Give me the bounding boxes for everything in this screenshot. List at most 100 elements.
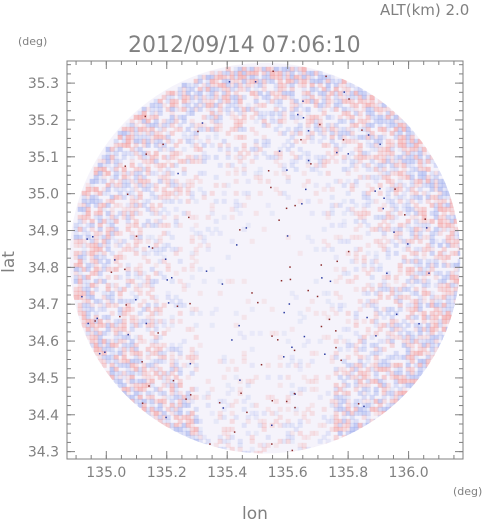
echo-dot bbox=[218, 401, 221, 404]
echo-cell-negative bbox=[153, 158, 159, 164]
echo-cell-negative bbox=[389, 218, 395, 224]
echo-cell-negative bbox=[233, 94, 239, 100]
echo-dot bbox=[114, 259, 116, 261]
echo-cell-positive bbox=[89, 322, 95, 328]
echo-cell-positive bbox=[325, 90, 331, 96]
echo-cell-positive bbox=[77, 242, 83, 248]
echo-cell-negative bbox=[101, 354, 107, 360]
echo-cell-positive bbox=[117, 338, 123, 344]
echo-cell-negative bbox=[281, 90, 287, 96]
echo-cell-positive bbox=[153, 134, 159, 140]
echo-cell-positive bbox=[133, 234, 139, 240]
echo-cell-positive bbox=[141, 374, 147, 380]
echo-cell-positive bbox=[125, 226, 131, 232]
echo-cell-negative bbox=[361, 406, 367, 412]
echo-cell-negative bbox=[405, 346, 411, 352]
echo-cell-negative bbox=[177, 370, 183, 376]
echo-dot bbox=[104, 351, 106, 353]
echo-cell-positive bbox=[413, 250, 419, 256]
echo-cell-negative bbox=[153, 302, 159, 308]
echo-cell-positive bbox=[241, 154, 247, 160]
echo-cell-positive bbox=[421, 298, 427, 304]
echo-cell-positive bbox=[97, 222, 103, 228]
echo-cell-positive bbox=[225, 130, 231, 136]
echo-cell-negative bbox=[425, 190, 431, 196]
echo-cell-positive bbox=[189, 262, 195, 268]
echo-dot bbox=[170, 276, 173, 279]
echo-cell-positive bbox=[153, 154, 159, 160]
echo-cell-positive bbox=[213, 442, 219, 448]
echo-cell-negative bbox=[237, 442, 243, 448]
echo-cell-positive bbox=[321, 422, 327, 428]
echo-cell-negative bbox=[129, 186, 135, 192]
echo-cell-negative bbox=[161, 322, 167, 328]
echo-cell-positive bbox=[169, 370, 175, 376]
echo-cell-negative bbox=[197, 106, 203, 112]
echo-cell-positive bbox=[409, 214, 415, 220]
echo-cell-negative bbox=[325, 298, 331, 304]
echo-cell-negative bbox=[137, 370, 143, 376]
echo-cell-positive bbox=[381, 322, 387, 328]
echo-dot bbox=[94, 320, 96, 322]
echo-cell-positive bbox=[337, 234, 343, 240]
echo-cell-negative bbox=[381, 282, 387, 288]
echo-cell-positive bbox=[417, 266, 423, 272]
echo-cell-negative bbox=[409, 158, 415, 164]
echo-cell-positive bbox=[129, 362, 135, 368]
echo-cell-negative bbox=[113, 226, 119, 232]
echo-cell-negative bbox=[341, 302, 347, 308]
echo-cell-negative bbox=[337, 126, 343, 132]
echo-cell-positive bbox=[149, 350, 155, 356]
echo-cell-positive bbox=[413, 258, 419, 264]
echo-cell-positive bbox=[373, 354, 379, 360]
echo-cell-negative bbox=[437, 270, 443, 276]
echo-cell-negative bbox=[337, 202, 343, 208]
echo-cell-positive bbox=[189, 118, 195, 124]
echo-cell-positive bbox=[361, 102, 367, 108]
echo-cell-positive bbox=[89, 318, 95, 324]
echo-cell-negative bbox=[341, 238, 347, 244]
echo-cell-negative bbox=[333, 178, 339, 184]
echo-cell-negative bbox=[137, 274, 143, 280]
echo-cell-positive bbox=[421, 254, 427, 260]
echo-cell-negative bbox=[73, 278, 79, 284]
echo-cell-negative bbox=[437, 242, 443, 248]
echo-cell-positive bbox=[385, 142, 391, 148]
echo-cell-positive bbox=[357, 98, 363, 104]
echo-cell-positive bbox=[301, 98, 307, 104]
echo-cell-positive bbox=[141, 142, 147, 148]
echo-cell-positive bbox=[349, 138, 355, 144]
echo-cell-positive bbox=[341, 426, 347, 432]
echo-cell-negative bbox=[369, 158, 375, 164]
echo-cell-negative bbox=[353, 382, 359, 388]
echo-cell-positive bbox=[405, 314, 411, 320]
echo-cell-positive bbox=[165, 326, 171, 332]
echo-cell-negative bbox=[321, 414, 327, 420]
echo-cell-positive bbox=[157, 162, 163, 168]
echo-cell-negative bbox=[377, 358, 383, 364]
echo-cell-positive bbox=[273, 94, 279, 100]
echo-cell-positive bbox=[293, 410, 299, 416]
echo-cell-positive bbox=[341, 370, 347, 376]
echo-cell-negative bbox=[109, 366, 115, 372]
echo-cell-positive bbox=[385, 274, 391, 280]
echo-cell-negative bbox=[441, 238, 447, 244]
echo-cell-positive bbox=[165, 190, 171, 196]
echo-cell-negative bbox=[89, 222, 95, 228]
echo-cell-negative bbox=[369, 366, 375, 372]
echo-dot bbox=[300, 138, 302, 141]
echo-cell-positive bbox=[445, 330, 451, 336]
echo-cell-positive bbox=[301, 78, 307, 84]
echo-cell-negative bbox=[425, 302, 431, 308]
echo-cell-positive bbox=[353, 258, 359, 264]
echo-cell-positive bbox=[417, 226, 423, 232]
echo-cell-negative bbox=[409, 314, 415, 320]
echo-cell-positive bbox=[93, 242, 99, 248]
echo-cell-negative bbox=[405, 362, 411, 368]
echo-cell-positive bbox=[405, 354, 411, 360]
echo-cell-negative bbox=[329, 414, 335, 420]
echo-cell-negative bbox=[405, 374, 411, 380]
echo-cell-negative bbox=[145, 154, 151, 160]
echo-cell-negative bbox=[93, 330, 99, 336]
echo-cell-positive bbox=[389, 206, 395, 212]
